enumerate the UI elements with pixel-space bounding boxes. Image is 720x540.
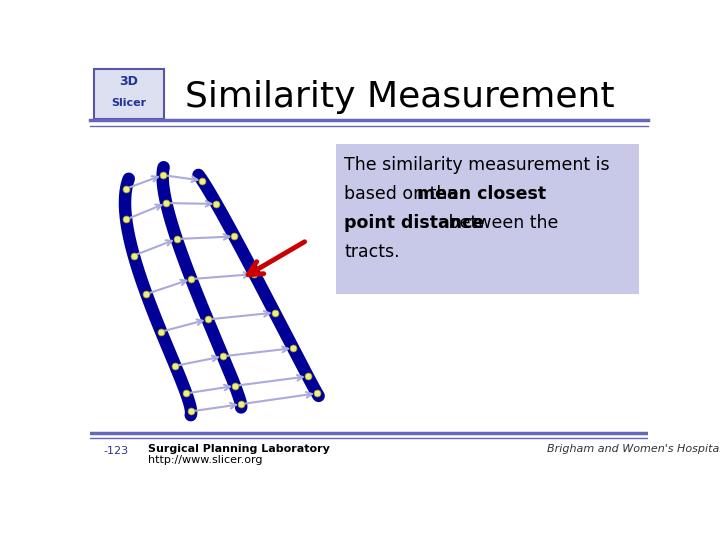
Text: point distance: point distance [344, 214, 485, 232]
Text: 3D: 3D [120, 75, 138, 88]
Text: Slicer: Slicer [111, 98, 146, 109]
Text: Brigham and Women's Hospital: Brigham and Women's Hospital [547, 444, 720, 455]
Text: tracts.: tracts. [344, 244, 400, 261]
Text: Similarity Measurement: Similarity Measurement [185, 80, 615, 114]
FancyBboxPatch shape [94, 69, 163, 119]
Text: Surgical Planning Laboratory: Surgical Planning Laboratory [148, 444, 330, 455]
Text: based on the: based on the [344, 185, 464, 203]
Text: mean closest: mean closest [417, 185, 546, 203]
Text: The similarity measurement is: The similarity measurement is [344, 156, 610, 174]
Text: http://www.slicer.org: http://www.slicer.org [148, 455, 263, 465]
Text: between the: between the [444, 214, 559, 232]
Text: -123: -123 [104, 446, 129, 456]
FancyBboxPatch shape [336, 144, 639, 294]
